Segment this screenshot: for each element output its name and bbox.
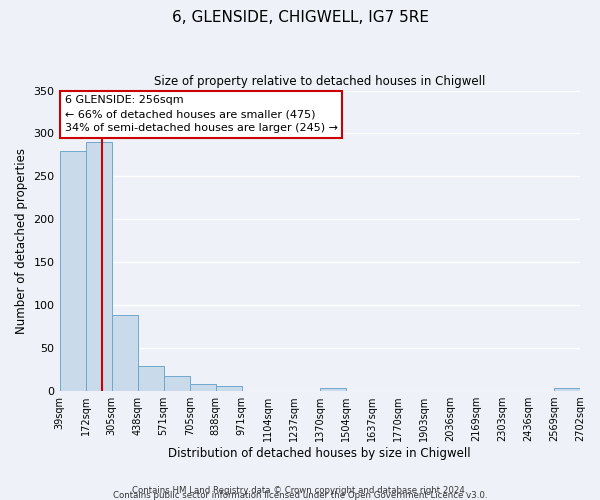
Text: Contains public sector information licensed under the Open Government Licence v3: Contains public sector information licen… [113,491,487,500]
Bar [190,384,215,391]
Bar [112,316,137,391]
Bar [137,366,164,391]
Text: 6 GLENSIDE: 256sqm
← 66% of detached houses are smaller (475)
34% of semi-detach: 6 GLENSIDE: 256sqm ← 66% of detached hou… [65,95,338,133]
Text: Contains HM Land Registry data © Crown copyright and database right 2024.: Contains HM Land Registry data © Crown c… [132,486,468,495]
Bar [86,142,112,391]
Title: Size of property relative to detached houses in Chigwell: Size of property relative to detached ho… [154,75,485,88]
Bar [59,150,86,391]
Y-axis label: Number of detached properties: Number of detached properties [15,148,28,334]
Bar [164,376,190,391]
Bar [215,386,242,391]
X-axis label: Distribution of detached houses by size in Chigwell: Distribution of detached houses by size … [169,447,471,460]
Bar [554,388,580,391]
Text: 6, GLENSIDE, CHIGWELL, IG7 5RE: 6, GLENSIDE, CHIGWELL, IG7 5RE [172,10,428,25]
Bar [320,388,346,391]
